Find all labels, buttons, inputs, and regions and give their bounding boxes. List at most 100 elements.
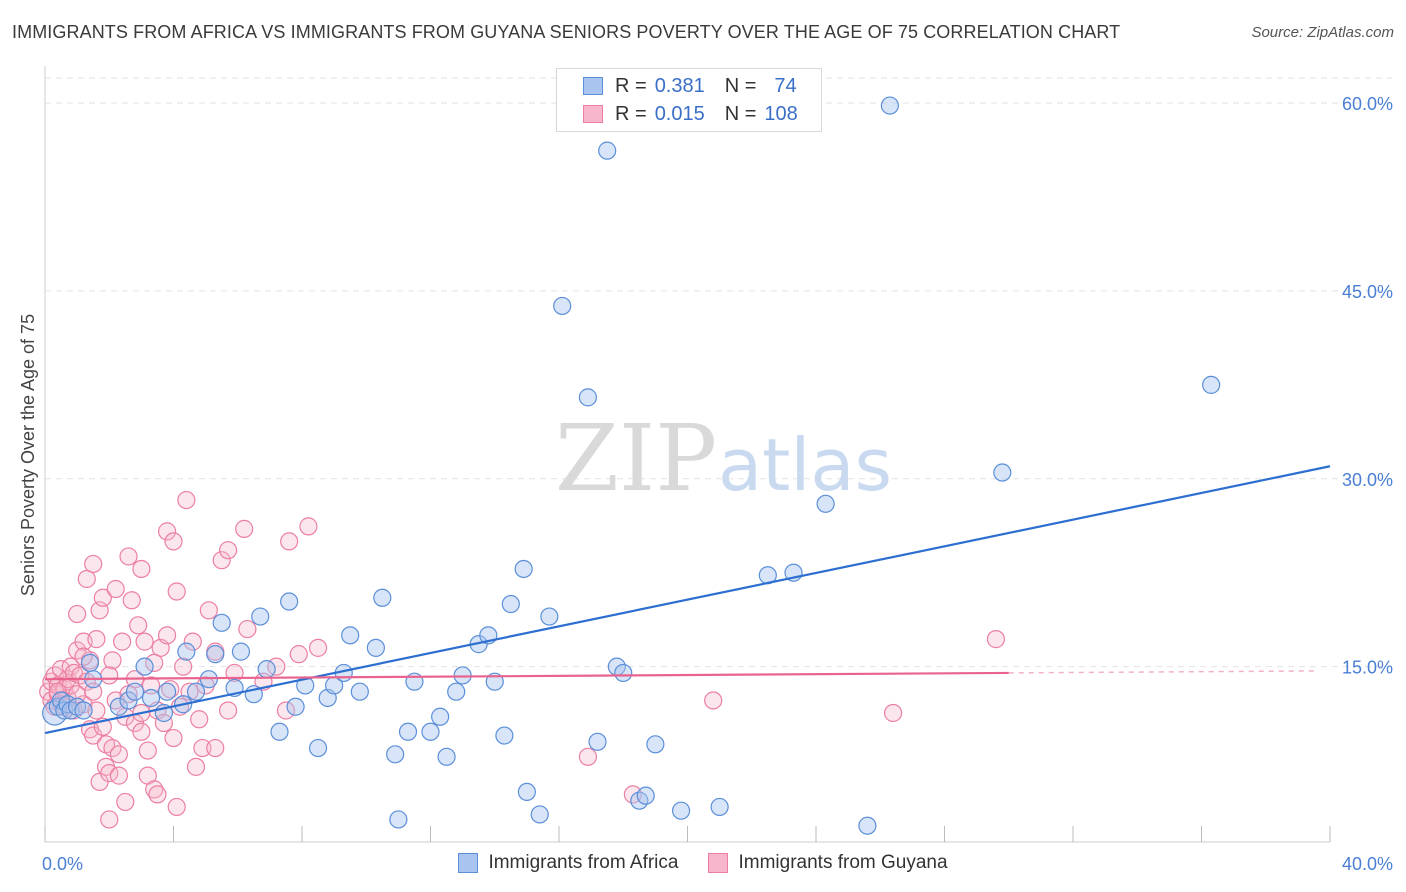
guyana-point xyxy=(138,741,157,760)
series-legend: Immigrants from Africa Immigrants from G… xyxy=(0,852,1406,874)
legend-label-guyana: Immigrants from Guyana xyxy=(738,852,948,873)
guyana-point xyxy=(119,547,138,566)
africa-point xyxy=(125,682,145,701)
africa-point xyxy=(135,657,154,676)
guyana-trend-line xyxy=(44,671,1009,681)
guyana-point xyxy=(206,738,225,758)
r-value: 0.381 xyxy=(654,74,705,97)
africa-point xyxy=(485,672,504,691)
r-label: R = xyxy=(615,102,647,125)
guyana-point xyxy=(235,519,254,538)
guyana-point xyxy=(174,657,193,676)
africa-point xyxy=(636,786,655,805)
africa-point xyxy=(212,613,231,632)
africa-point xyxy=(880,96,899,115)
africa-point xyxy=(553,296,572,316)
watermark-atlas: atlas xyxy=(718,423,892,507)
africa-point xyxy=(858,816,877,835)
chart-source: Source: ZipAtlas.com xyxy=(1251,24,1394,41)
y-tick-label: 15.0% xyxy=(1342,658,1393,678)
guyana-point xyxy=(164,728,183,748)
africa-point xyxy=(206,645,225,664)
guyana-point xyxy=(103,651,122,670)
africa-point xyxy=(366,638,385,657)
guyana-point xyxy=(84,554,103,574)
guyana-point xyxy=(132,559,151,579)
guyana-point xyxy=(193,738,212,758)
stats-legend-row-africa: R = 0.381 N = 74 xyxy=(583,73,797,99)
guyana-point xyxy=(145,653,164,672)
africa-trend-line xyxy=(44,465,1331,735)
grid-layer xyxy=(45,77,1392,668)
legend-item-africa[interactable]: Immigrants from Africa xyxy=(458,852,678,874)
africa-point xyxy=(588,732,607,751)
y-tick-label: 30.0% xyxy=(1342,470,1393,490)
africa-point xyxy=(447,682,466,701)
africa-point xyxy=(286,697,305,716)
guyana-point xyxy=(87,701,106,720)
guyana-point xyxy=(129,616,148,635)
guyana-point xyxy=(87,630,106,649)
guyana-point xyxy=(132,722,151,741)
africa-point xyxy=(514,559,533,579)
guyana-point xyxy=(883,703,903,723)
guyana-point xyxy=(135,632,154,651)
africa-point xyxy=(231,642,251,661)
guyana-point xyxy=(578,747,598,766)
r-label: R = xyxy=(615,74,647,97)
africa-point xyxy=(350,682,369,701)
africa-point xyxy=(341,626,360,645)
africa-point xyxy=(157,682,177,701)
guyana-point xyxy=(299,517,318,536)
guyana-point xyxy=(106,579,125,599)
africa-point xyxy=(308,738,328,758)
africa-point xyxy=(431,707,450,726)
guyana-point xyxy=(167,797,186,817)
guyana-point xyxy=(276,701,296,720)
africa-point xyxy=(540,607,559,626)
trend-lines xyxy=(44,465,1331,735)
africa-point xyxy=(710,797,729,817)
africa-point xyxy=(598,141,617,160)
guyana-point xyxy=(154,713,173,733)
guyana-point xyxy=(167,582,186,601)
africa-legend-swatch xyxy=(458,853,479,873)
guyana-legend-swatch xyxy=(708,853,729,873)
guyana-point xyxy=(68,604,87,624)
guyana-point xyxy=(77,569,96,589)
guyana-point xyxy=(84,682,103,701)
africa-point xyxy=(186,682,206,701)
watermark-zip: ZIP xyxy=(555,405,717,512)
guyana-point xyxy=(704,691,723,710)
stats-legend: R = 0.381 N = 74 R = 0.015 N = 108 xyxy=(556,68,822,132)
guyana-point xyxy=(145,780,164,799)
legend-item-guyana[interactable]: Immigrants from Guyana xyxy=(708,852,948,874)
africa-point xyxy=(398,722,418,741)
y-tick-labels: 15.0% 30.0% 45.0% 60.0% xyxy=(1342,94,1393,678)
guyana-point xyxy=(109,745,128,764)
africa-point xyxy=(437,747,456,766)
africa-swatch xyxy=(583,77,603,95)
stats-legend-row-guyana: R = 0.015 N = 108 xyxy=(583,101,798,127)
africa-point xyxy=(141,688,161,708)
guyana-point xyxy=(116,792,135,812)
n-label: N = xyxy=(724,102,757,125)
y-axis-label: Seniors Poverty Over the Age of 75 xyxy=(18,314,38,596)
africa-point xyxy=(373,588,392,607)
africa-point xyxy=(74,701,93,720)
africa-point xyxy=(671,801,691,820)
r-value: 0.015 xyxy=(654,102,705,125)
guyana-point xyxy=(212,551,231,570)
africa-point xyxy=(421,722,440,741)
guyana-point xyxy=(177,490,196,510)
axis-layer xyxy=(44,66,1331,843)
africa-point xyxy=(386,745,405,764)
n-value: 108 xyxy=(764,102,798,125)
africa-point xyxy=(389,810,408,829)
guyana-trend-extension xyxy=(1008,670,1314,674)
guyana-point xyxy=(93,588,112,607)
guyana-point xyxy=(986,630,1006,649)
chart-title: IMMIGRANTS FROM AFRICA VS IMMIGRANTS FRO… xyxy=(12,22,1121,42)
n-value: 74 xyxy=(774,74,797,97)
